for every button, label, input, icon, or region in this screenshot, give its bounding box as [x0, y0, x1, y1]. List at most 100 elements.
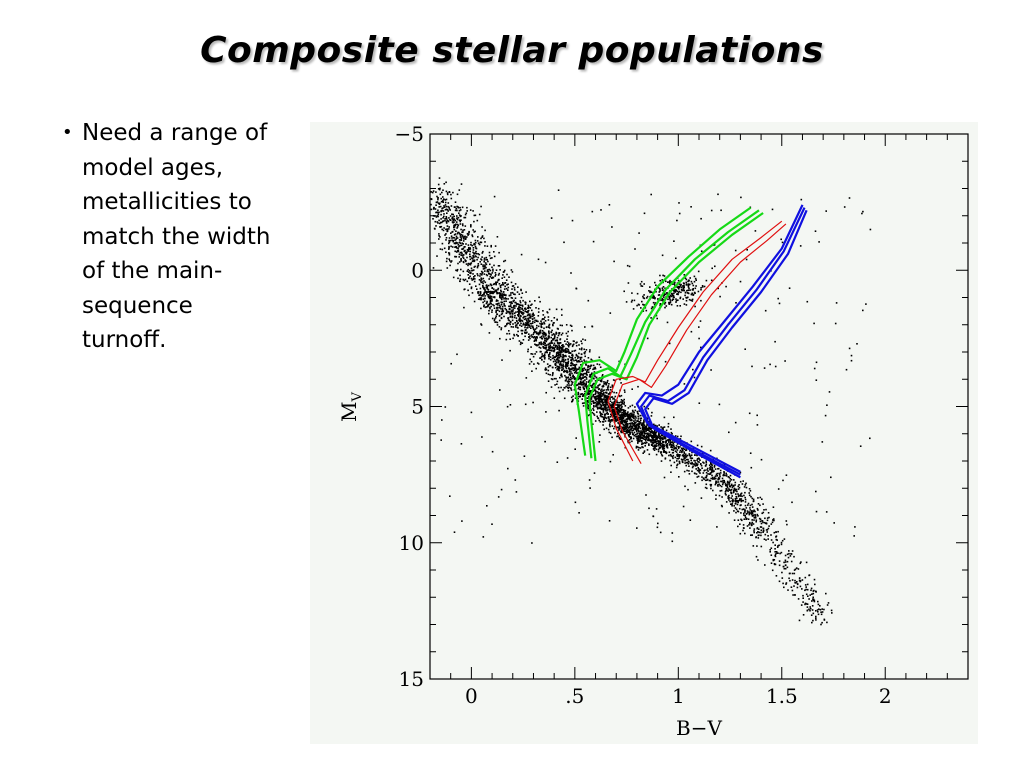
star-point [558, 332, 561, 334]
star-point [503, 276, 506, 278]
star-point [579, 388, 581, 390]
star-point [435, 216, 438, 218]
star-point [730, 479, 733, 481]
star-point [696, 444, 699, 447]
star-point [650, 439, 653, 441]
star-point [504, 285, 506, 288]
star-point [657, 445, 659, 447]
star-point [499, 286, 502, 289]
star-point [599, 397, 602, 399]
star-point [638, 422, 641, 425]
star-point [713, 465, 716, 467]
star-point [507, 467, 509, 470]
star-point [756, 532, 758, 534]
star-point [584, 384, 586, 386]
star-point [605, 400, 608, 402]
star-point [571, 363, 574, 365]
star-point [684, 454, 686, 457]
star-point [580, 348, 583, 351]
star-point [509, 312, 512, 315]
star-point [651, 306, 654, 308]
star-point [604, 395, 607, 398]
star-point [685, 455, 687, 457]
star-point [515, 319, 518, 322]
star-point [534, 337, 537, 340]
star-point [604, 416, 607, 419]
star-point [673, 461, 676, 464]
star-point [466, 206, 468, 209]
star-point [462, 237, 465, 239]
star-point [556, 341, 559, 344]
star-point [778, 560, 781, 562]
star-point [561, 364, 563, 367]
star-point [767, 538, 769, 540]
star-point [532, 336, 535, 339]
star-point [655, 445, 657, 447]
star-point [587, 299, 590, 302]
star-point [486, 274, 489, 277]
star-point [660, 439, 662, 441]
star-point [539, 357, 541, 359]
star-point [486, 505, 488, 507]
star-point [481, 272, 483, 275]
star-point [736, 490, 738, 493]
star-point [639, 432, 641, 435]
star-point [748, 488, 751, 490]
star-point [653, 303, 656, 306]
star-point [550, 346, 553, 348]
star-point [772, 506, 775, 508]
star-point [791, 572, 794, 575]
star-point [546, 338, 548, 341]
star-point [644, 436, 646, 438]
star-point [456, 226, 459, 228]
star-point [729, 478, 732, 480]
star-point [436, 215, 438, 217]
star-point [519, 307, 522, 309]
star-point [612, 406, 615, 409]
star-point [624, 428, 626, 431]
star-point [491, 317, 494, 320]
star-point [445, 222, 448, 224]
star-point [543, 360, 545, 363]
star-point [459, 244, 461, 247]
star-point [507, 286, 510, 289]
star-point [570, 325, 573, 327]
star-point [605, 412, 608, 415]
star-point [491, 309, 493, 311]
star-point [511, 315, 514, 317]
star-point [697, 290, 700, 293]
star-point [815, 619, 817, 621]
star-point [683, 458, 685, 460]
star-point [516, 326, 519, 329]
star-point [616, 408, 618, 411]
star-point [555, 353, 558, 356]
star-point [512, 323, 514, 325]
star-point [450, 260, 453, 262]
star-point [501, 296, 503, 298]
star-point [668, 342, 671, 345]
star-point [597, 417, 599, 419]
star-point [599, 412, 602, 414]
star-point [643, 405, 646, 408]
star-point [439, 222, 441, 225]
star-point [474, 255, 477, 257]
star-point [679, 285, 682, 287]
star-point [549, 346, 551, 348]
star-point [576, 384, 578, 386]
star-point [627, 430, 630, 433]
star-point [726, 484, 729, 486]
star-point [765, 522, 767, 525]
star-point [562, 363, 564, 366]
star-point [786, 566, 789, 569]
star-point [596, 415, 598, 418]
star-point [619, 418, 621, 421]
star-point [497, 287, 500, 290]
star-point [651, 444, 653, 446]
star-point [517, 314, 520, 316]
star-point [759, 526, 762, 528]
star-point [753, 531, 755, 534]
star-point [656, 436, 659, 438]
star-point [477, 264, 480, 267]
star-point [487, 289, 490, 291]
star-point [543, 341, 545, 344]
